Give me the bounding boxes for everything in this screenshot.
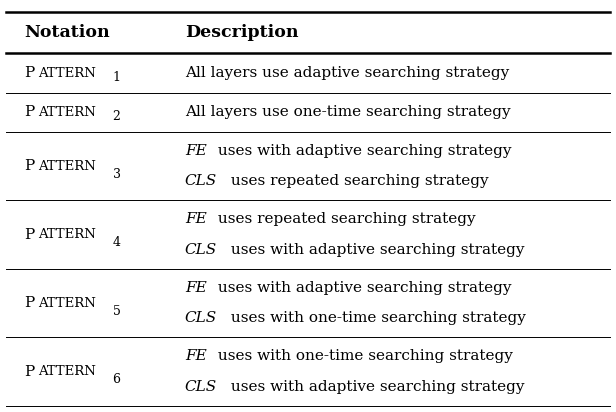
- Text: P: P: [25, 105, 35, 119]
- Text: CLS: CLS: [185, 243, 217, 257]
- Text: uses with one-time searching strategy: uses with one-time searching strategy: [213, 349, 513, 363]
- Text: P: P: [25, 227, 35, 241]
- Text: Notation: Notation: [25, 24, 110, 42]
- Text: uses repeated searching strategy: uses repeated searching strategy: [227, 174, 489, 188]
- Text: uses repeated searching strategy: uses repeated searching strategy: [213, 213, 476, 227]
- Text: 5: 5: [113, 305, 120, 318]
- Text: uses with adaptive searching strategy: uses with adaptive searching strategy: [213, 281, 511, 295]
- Text: uses with adaptive searching strategy: uses with adaptive searching strategy: [227, 243, 525, 257]
- Text: uses with adaptive searching strategy: uses with adaptive searching strategy: [227, 379, 525, 393]
- Text: CLS: CLS: [185, 311, 217, 325]
- Text: P: P: [25, 159, 35, 173]
- Text: CLS: CLS: [185, 174, 217, 188]
- Text: ATTERN: ATTERN: [38, 67, 95, 80]
- Text: 4: 4: [113, 236, 121, 249]
- Text: All layers use adaptive searching strategy: All layers use adaptive searching strate…: [185, 66, 509, 80]
- Text: ATTERN: ATTERN: [38, 106, 95, 119]
- Text: ATTERN: ATTERN: [38, 228, 95, 241]
- Text: 1: 1: [113, 71, 121, 84]
- Text: uses with adaptive searching strategy: uses with adaptive searching strategy: [213, 144, 511, 158]
- Text: FE: FE: [185, 349, 206, 363]
- Text: 3: 3: [113, 168, 121, 181]
- Text: FE: FE: [185, 213, 206, 227]
- Text: ATTERN: ATTERN: [38, 297, 95, 309]
- Text: CLS: CLS: [185, 379, 217, 393]
- Text: P: P: [25, 66, 35, 80]
- Text: P: P: [25, 296, 35, 310]
- Text: 6: 6: [113, 373, 121, 386]
- Text: All layers use one-time searching strategy: All layers use one-time searching strate…: [185, 105, 511, 119]
- Text: Description: Description: [185, 24, 298, 42]
- Text: FE: FE: [185, 281, 206, 295]
- Text: ATTERN: ATTERN: [38, 365, 95, 378]
- Text: P: P: [25, 365, 35, 379]
- Text: FE: FE: [185, 144, 206, 158]
- Text: uses with one-time searching strategy: uses with one-time searching strategy: [227, 311, 526, 325]
- Text: 2: 2: [113, 110, 120, 123]
- Text: ATTERN: ATTERN: [38, 159, 95, 173]
